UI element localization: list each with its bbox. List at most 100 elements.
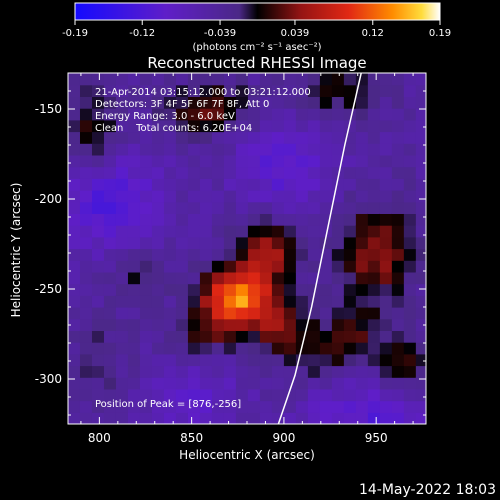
image-pixel	[115, 400, 129, 413]
image-pixel	[91, 412, 105, 424]
image-pixel	[163, 236, 177, 250]
image-pixel	[151, 96, 165, 109]
image-pixel	[379, 342, 393, 355]
image-pixel	[415, 260, 426, 273]
image-pixel	[151, 412, 165, 424]
image-pixel	[91, 178, 105, 191]
image-pixel	[223, 400, 237, 413]
image-pixel	[259, 131, 273, 144]
image-pixel	[223, 236, 237, 250]
image-pixel	[343, 178, 357, 191]
image-pixel	[127, 166, 141, 179]
image-pixel	[319, 84, 333, 97]
image-pixel	[199, 131, 213, 144]
image-pixel	[139, 353, 153, 367]
image-pixel	[247, 295, 261, 308]
image-pixel	[68, 201, 81, 214]
y-axis-label: Heliocentric Y (arcsec)	[9, 183, 23, 318]
image-pixel	[199, 307, 213, 320]
image-pixel	[295, 213, 309, 226]
image-pixel	[163, 201, 177, 214]
image-pixel	[103, 108, 117, 121]
image-pixel	[247, 236, 261, 250]
image-pixel	[211, 236, 225, 250]
image-pixel	[391, 412, 405, 424]
image-pixel	[271, 248, 285, 261]
image-pixel	[355, 330, 369, 343]
image-pixel	[68, 143, 81, 156]
image-pixel	[319, 330, 333, 343]
image-pixel	[235, 295, 249, 308]
image-pixel	[319, 295, 333, 308]
image-pixel	[223, 330, 237, 343]
image-pixel	[283, 96, 297, 109]
image-pixel	[271, 236, 285, 250]
image-pixel	[187, 225, 201, 238]
image-pixel	[151, 201, 165, 214]
image-pixel	[391, 342, 405, 355]
image-pixel	[91, 73, 105, 86]
image-pixel	[127, 330, 141, 343]
image-pixel	[367, 213, 381, 226]
image-pixel	[151, 131, 165, 144]
image-pixel	[343, 271, 357, 285]
image-pixel	[127, 365, 141, 378]
image-pixel	[139, 201, 153, 214]
image-pixel	[223, 108, 237, 121]
image-pixel	[355, 377, 369, 390]
image-pixel	[79, 271, 93, 285]
image-pixel	[187, 84, 201, 97]
image-pixel	[187, 143, 201, 156]
image-pixel	[163, 260, 177, 273]
image-pixel	[127, 84, 141, 97]
image-pixel	[415, 330, 426, 343]
image-pixel	[379, 283, 393, 296]
image-pixel	[211, 400, 225, 413]
image-pixel	[223, 225, 237, 238]
image-pixel	[307, 295, 321, 308]
image-pixel	[355, 318, 369, 331]
image-pixel	[271, 166, 285, 179]
image-pixel	[283, 154, 297, 168]
image-pixel	[379, 248, 393, 261]
image-pixel	[343, 365, 357, 378]
image-pixel	[391, 307, 405, 320]
image-pixel	[259, 178, 273, 191]
image-pixel	[68, 131, 81, 144]
image-pixel	[103, 388, 117, 402]
image-pixel	[415, 412, 426, 424]
image-pixel	[223, 178, 237, 191]
image-pixel	[115, 108, 129, 121]
y-tick-label: -300	[35, 372, 62, 386]
image-pixel	[391, 388, 405, 402]
image-pixel	[68, 213, 81, 226]
image-pixel	[103, 283, 117, 296]
image-pixel	[79, 131, 93, 144]
image-pixel	[127, 236, 141, 250]
image-pixel	[68, 388, 81, 402]
image-pixel	[163, 143, 177, 156]
image-pixel	[331, 96, 345, 109]
image-pixel	[103, 84, 117, 97]
image-pixel	[379, 213, 393, 226]
image-pixel	[151, 353, 165, 367]
image-pixel	[175, 330, 189, 343]
image-pixel	[367, 154, 381, 168]
image-pixel	[235, 213, 249, 226]
image-pixel	[355, 96, 369, 109]
image-pixel	[235, 365, 249, 378]
image-pixel	[103, 166, 117, 179]
image-pixel	[247, 213, 261, 226]
image-pixel	[295, 283, 309, 296]
image-pixel	[355, 84, 369, 97]
image-pixel	[343, 143, 357, 156]
image-pixel	[127, 143, 141, 156]
image-pixel	[163, 84, 177, 97]
image-pixel	[307, 342, 321, 355]
image-pixel	[415, 108, 426, 121]
image-pixel	[271, 96, 285, 109]
image-pixel	[271, 213, 285, 226]
image-pixel	[199, 260, 213, 273]
image-pixel	[367, 143, 381, 156]
image-pixel	[127, 353, 141, 367]
